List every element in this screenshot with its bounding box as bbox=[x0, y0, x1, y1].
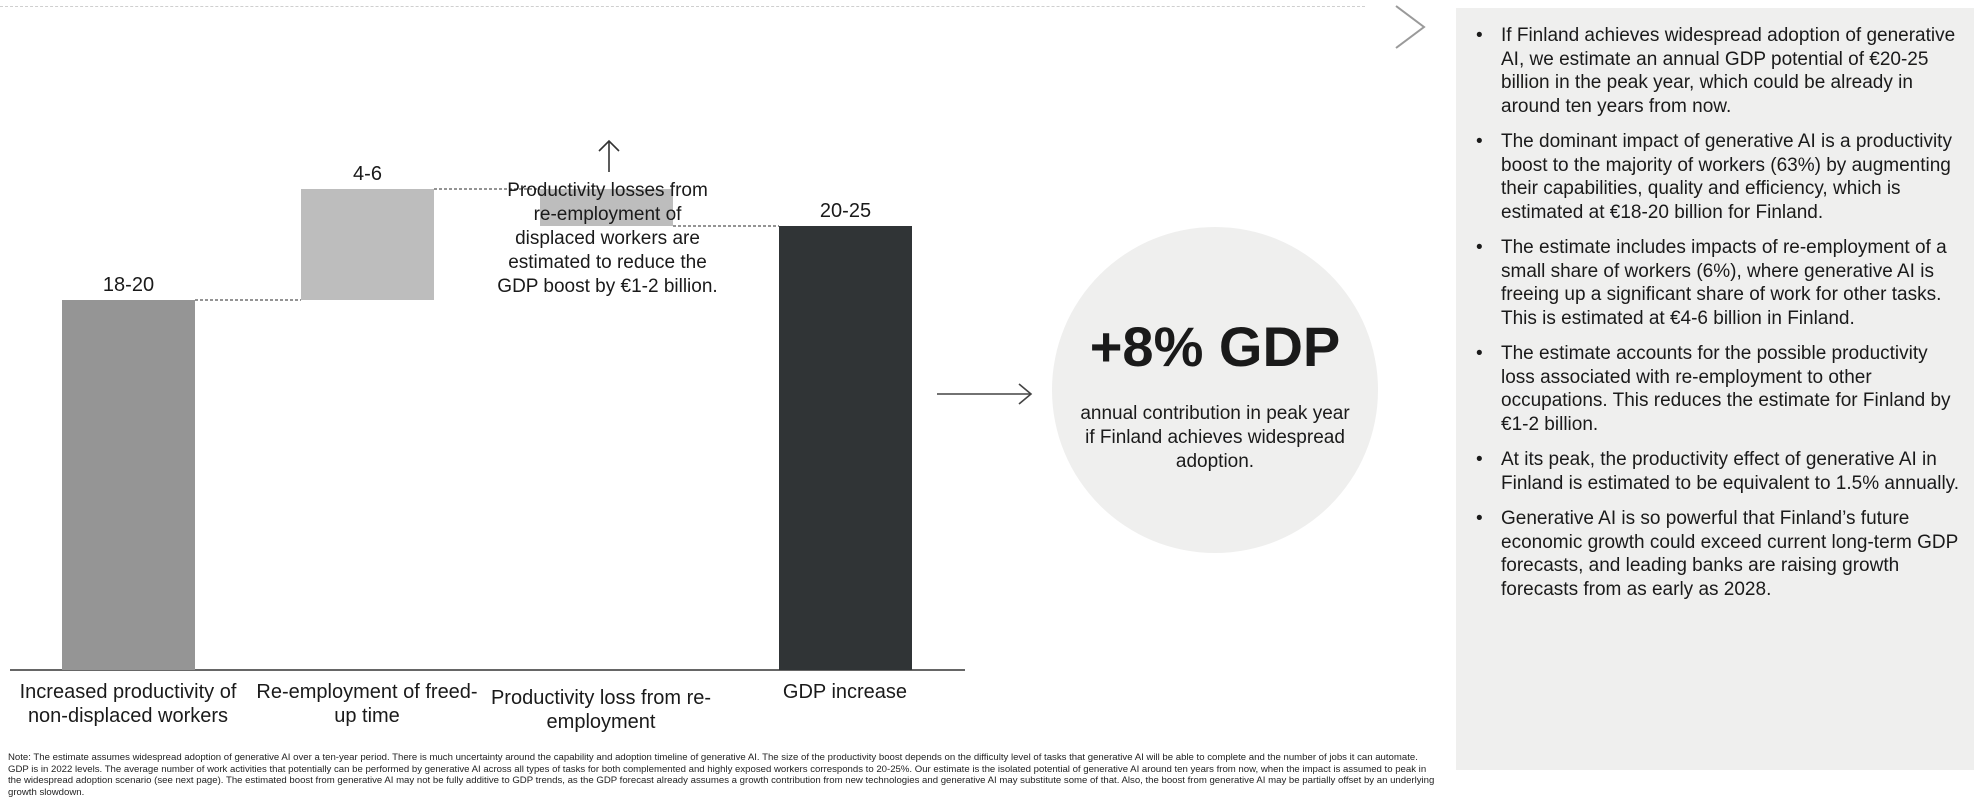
chart-svg: 18-20 4-6 20-25 bbox=[10, 163, 965, 671]
bar-1 bbox=[62, 300, 195, 670]
chart-annotation: Productivity losses from re-employment o… bbox=[497, 180, 718, 297]
bar-2 bbox=[301, 189, 434, 300]
next-chevron-icon[interactable] bbox=[1392, 4, 1428, 50]
kpi-value: +8% GDP bbox=[1089, 315, 1341, 378]
category-label-3: Productivity loss from re-employment bbox=[490, 687, 712, 733]
bullet-item: • The estimate accounts for the possible … bbox=[1476, 342, 1966, 436]
bullet-dot-icon: • bbox=[1476, 343, 1483, 364]
bullet-item: • Generative AI is so powerful that Finla… bbox=[1476, 507, 1966, 601]
category-label-2: Re-employment of freed-up time bbox=[256, 681, 478, 727]
bullet-text: The estimate accounts for the possible p… bbox=[1501, 343, 1951, 435]
bullet-dot-icon: • bbox=[1476, 131, 1483, 152]
bullet-text: At its peak, the productivity effect of … bbox=[1501, 449, 1960, 494]
bullet-dot-icon: • bbox=[1476, 449, 1483, 470]
up-arrow-icon bbox=[598, 139, 620, 172]
top-divider bbox=[0, 6, 1365, 7]
bullet-text: The estimate includes impacts of re-empl… bbox=[1501, 237, 1947, 329]
bullet-dot-icon: • bbox=[1476, 237, 1483, 258]
waterfall-chart: 18-20 4-6 20-25 Increased productivity of … bbox=[0, 0, 1000, 745]
right-arrow-icon bbox=[937, 383, 1033, 405]
bullet-item: • The dominant impact of generative AI is… bbox=[1476, 130, 1966, 224]
category-label-4: GDP increase bbox=[782, 681, 908, 703]
bullet-text: The dominant impact of generative AI is … bbox=[1501, 131, 1952, 223]
kpi-description: annual contribution in peak year if Finl… bbox=[1080, 403, 1350, 472]
bullet-dot-icon: • bbox=[1476, 25, 1483, 46]
bullet-text: If Finland achieves widespread adoption … bbox=[1501, 25, 1956, 117]
bullet-list: • If Finland achieves widespread adoption… bbox=[1476, 24, 1966, 613]
data-label-1: 18-20 bbox=[103, 274, 154, 296]
data-label-4: 20-25 bbox=[820, 200, 871, 222]
bullet-text: Generative AI is so powerful that Finlan… bbox=[1501, 508, 1958, 600]
bar-3 bbox=[540, 189, 673, 226]
bullet-item: • The estimate includes impacts of re-emp… bbox=[1476, 236, 1966, 330]
category-label-1: Increased productivity of non-displaced … bbox=[19, 681, 237, 727]
bar-4 bbox=[779, 226, 912, 670]
bullet-dot-icon: • bbox=[1476, 508, 1483, 529]
kpi-circle bbox=[1052, 227, 1378, 553]
footnote: Note: The estimate assumes widespread ad… bbox=[8, 752, 1435, 798]
bullet-item: • If Finland achieves widespread adoption… bbox=[1476, 24, 1966, 118]
bullet-item: • At its peak, the productivity effect of… bbox=[1476, 448, 1966, 495]
data-label-2: 4-6 bbox=[353, 163, 382, 185]
summary-panel: • If Finland achieves widespread adoption… bbox=[1456, 8, 1974, 770]
